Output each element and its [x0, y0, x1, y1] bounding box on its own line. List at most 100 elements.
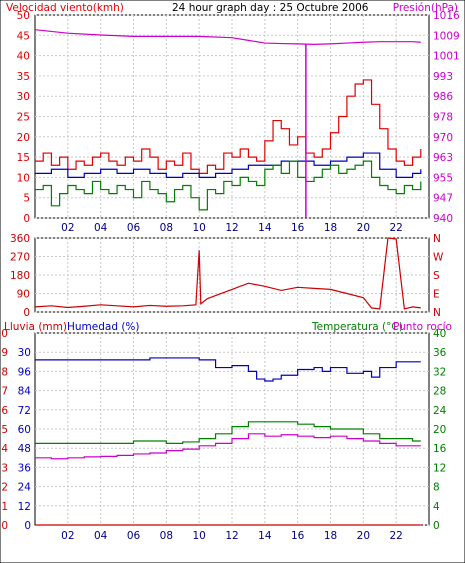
right-tick-label: 955 [433, 172, 453, 184]
right-tick-label: 1016 [433, 10, 460, 22]
x-tick-label: 20 [357, 222, 370, 234]
series-gust [35, 79, 422, 174]
x-tick-label: 14 [258, 530, 272, 542]
left-tick-label: 5 [23, 193, 30, 205]
right-tick-label: 36 [433, 347, 447, 359]
right-tick-label: 16 [433, 443, 447, 455]
left-tick-label: 180 [10, 270, 30, 282]
x-tick-label: 04 [94, 530, 108, 542]
x-tick-label: 14 [258, 222, 272, 234]
right-tick-label: N [433, 233, 441, 245]
x-tick-label: 08 [160, 222, 173, 234]
humidity-tick-label: 48 [18, 443, 31, 455]
right-tick-label: 978 [433, 112, 453, 124]
x-tick-label: 22 [389, 222, 402, 234]
right-tick-label: 24 [433, 405, 447, 417]
x-tick-label: 12 [225, 530, 238, 542]
left-tick-label: 0 [1, 520, 8, 532]
left-tick-label: 50 [17, 10, 30, 22]
x-tick-label: 22 [389, 530, 402, 542]
right-tick-label: 28 [433, 386, 446, 398]
right-tick-label: 993 [433, 71, 453, 83]
left-tick-label: 360 [10, 233, 30, 245]
left-tick-label: 0 [23, 213, 30, 225]
left-tick-label: 0 [23, 307, 30, 319]
x-tick-label: 02 [61, 222, 74, 234]
right-tick-label: 8 [433, 482, 440, 494]
humidity-tick-label: 24 [18, 482, 32, 494]
humidity-tick-label: 96 [18, 366, 32, 378]
humidity-axis-label: Humedad (%) [67, 321, 140, 333]
right-tick-label: 986 [433, 91, 453, 103]
rain-axis-label: Lluvia (mm) [4, 321, 67, 333]
humidity-tick-label: 60 [18, 424, 31, 436]
x-tick-label: 18 [324, 530, 337, 542]
series-speed [35, 160, 422, 211]
dew-point-axis-label: Punto rocío [393, 321, 452, 333]
x-tick-label: 04 [94, 222, 108, 234]
series-dew_point [35, 433, 421, 460]
temperature-axis-label: Temperatura (°C) [311, 321, 403, 333]
left-tick-label: 7 [1, 386, 8, 398]
series-pressure [34, 29, 421, 45]
series-temperature [35, 421, 421, 444]
series-direction [34, 237, 421, 310]
humidity-tick-label: 30 [18, 347, 31, 359]
panel-wind-pressure: 0 5 10 15 20 25 30 35 40 45 50 940 947 955 963 970 978 98… [17, 10, 460, 234]
right-tick-label: 970 [433, 132, 453, 144]
x-tick-label: 08 [160, 530, 173, 542]
right-tick-label: 20 [433, 424, 446, 436]
right-tick-label: 963 [433, 152, 453, 164]
left-tick-label: 10 [17, 172, 30, 184]
x-tick-label: 20 [357, 530, 370, 542]
humidity-tick-label: 12 [18, 501, 31, 513]
left-tick-label: 20 [17, 132, 30, 144]
right-tick-label: 32 [433, 366, 446, 378]
pressure-axis-label: Presión(hPa) [393, 2, 458, 14]
right-tick-label: 4 [433, 501, 440, 513]
right-tick-label: 947 [433, 193, 453, 205]
x-tick-label: 10 [192, 530, 205, 542]
chart-panels: 0510152025303540455094094795596397097898… [0, 10, 460, 542]
right-tick-label: 1001 [433, 51, 460, 63]
x-tick-label: 06 [127, 530, 141, 542]
left-tick-label: 10 [0, 328, 8, 340]
right-tick-label: 940 [433, 213, 453, 225]
x-tick-label: 02 [61, 530, 74, 542]
series-humidity [35, 357, 421, 382]
right-tick-label: 1009 [433, 30, 460, 42]
left-tick-label: 2 [1, 482, 8, 494]
left-tick-label: 40 [17, 51, 30, 63]
humidity-tick-label: 0 [24, 520, 31, 532]
x-tick-label: 06 [127, 222, 141, 234]
left-tick-label: 3 [1, 462, 8, 474]
humidity-tick-label: 84 [18, 386, 32, 398]
right-tick-label: 12 [433, 462, 446, 474]
left-tick-label: 6 [1, 405, 8, 417]
right-tick-label: S [433, 270, 440, 282]
right-tick-label: 0 [433, 520, 440, 532]
panel-rain-humidity-temperature: 0123456789100122436486072849630048121620… [0, 328, 447, 542]
left-tick-label: 45 [17, 30, 30, 42]
left-tick-label: 5 [1, 424, 8, 436]
left-tick-label: 9 [1, 347, 8, 359]
right-tick-label: E [433, 289, 440, 301]
humidity-tick-label: 72 [18, 405, 31, 417]
left-tick-label: 1 [1, 501, 8, 513]
right-tick-label: 40 [433, 328, 446, 340]
right-tick-label: W [433, 252, 444, 264]
series-average [35, 152, 422, 178]
left-tick-label: 4 [1, 443, 8, 455]
x-tick-label: 16 [291, 530, 305, 542]
x-tick-label: 16 [291, 222, 305, 234]
left-tick-label: 25 [17, 112, 30, 124]
left-tick-label: 15 [17, 152, 30, 164]
left-tick-label: 8 [1, 366, 8, 378]
wind-axis-label: Velocidad viento(kmh) [6, 2, 124, 14]
graph-title: 24 hour graph day : 25 Octubre 2006 [172, 2, 369, 14]
x-tick-label: 18 [324, 222, 337, 234]
left-tick-label: 270 [10, 252, 30, 264]
right-tick-label: N [433, 307, 441, 319]
